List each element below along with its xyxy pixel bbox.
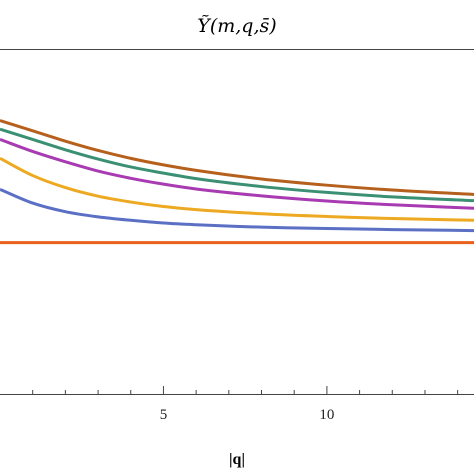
x-tick-label: 10 (319, 407, 334, 423)
series-line-4 (0, 138, 474, 210)
x-axis-label: |q| (229, 451, 245, 468)
series-line-2 (0, 187, 474, 233)
x-tick-label: 5 (160, 407, 168, 423)
series-line-5 (0, 127, 474, 203)
series-line-3 (0, 157, 474, 222)
series-layer (0, 119, 474, 245)
x-axis-ticks: 5 10 (32, 386, 459, 423)
series-line-6 (0, 119, 474, 196)
chart-title: Ỹ(m,q,s̄) (197, 15, 276, 37)
